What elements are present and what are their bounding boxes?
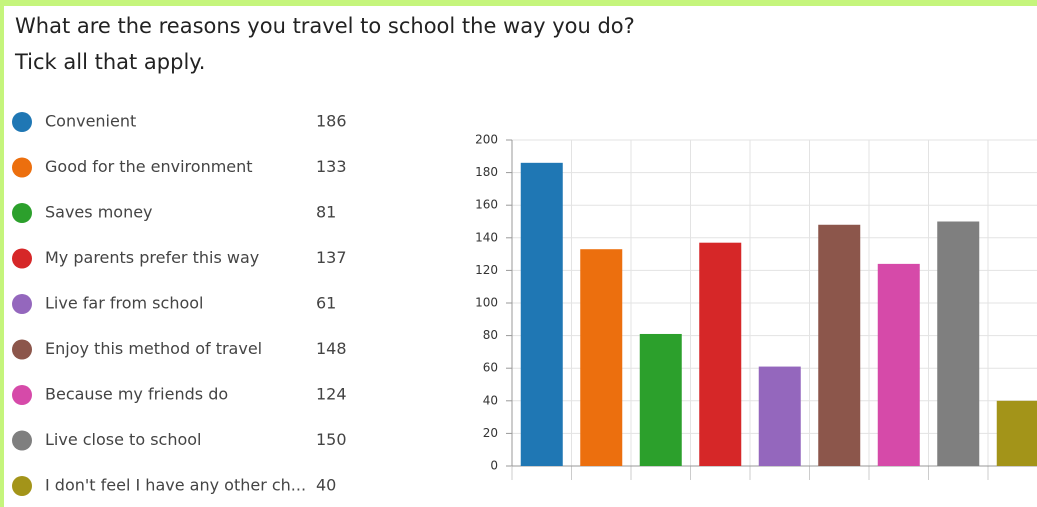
bar: [758, 366, 801, 466]
y-tick-label: 140: [475, 230, 498, 244]
bar: [818, 224, 861, 466]
y-tick-label: 180: [475, 165, 498, 179]
legend-count: 150: [316, 430, 347, 449]
legend-label: Convenient: [45, 112, 136, 131]
y-tick-label: 200: [475, 133, 498, 147]
legend-dot: [12, 339, 32, 360]
y-tick-label: 100: [475, 296, 498, 310]
bar: [996, 400, 1037, 466]
question-subtitle: Tick all that apply.: [15, 50, 206, 74]
legend-count: 137: [316, 248, 347, 267]
legend-count: 81: [316, 203, 336, 222]
legend-count: 148: [316, 339, 347, 358]
legend-label: Enjoy this method of travel: [45, 339, 262, 358]
legend-count: 61: [316, 294, 336, 313]
legend-count: 186: [316, 112, 347, 131]
legend-count: 133: [316, 157, 347, 176]
legend-dot: [12, 430, 32, 451]
legend-label: Because my friends do: [45, 385, 228, 404]
legend-dot: [12, 203, 32, 223]
y-tick-label: 80: [483, 328, 498, 342]
legend-dot: [12, 294, 32, 314]
bar: [699, 242, 742, 466]
legend-label: Good for the environment: [45, 157, 253, 176]
legend-dot: [12, 248, 32, 269]
bar: [877, 263, 920, 466]
legend-label: Live far from school: [45, 294, 203, 313]
question-title: What are the reasons you travel to schoo…: [15, 14, 635, 38]
y-tick-label: 120: [475, 263, 498, 277]
y-tick-label: 60: [483, 361, 498, 375]
legend-label: My parents prefer this way: [45, 248, 259, 267]
bar: [520, 162, 563, 466]
y-tick-label: 0: [490, 459, 498, 473]
legend-dot: [12, 476, 32, 496]
legend-label: Live close to school: [45, 430, 202, 449]
legend-count: 40: [316, 476, 336, 495]
legend-label: I don't feel I have any other ch...: [45, 476, 306, 495]
y-tick-label: 40: [483, 393, 498, 407]
legend-dot: [12, 385, 32, 405]
bar: [937, 221, 980, 466]
legend-label: Saves money: [45, 203, 153, 222]
y-tick-label: 160: [475, 198, 498, 212]
bar: [639, 333, 682, 466]
y-tick-label: 20: [483, 426, 498, 440]
legend-dot: [12, 112, 32, 132]
bar: [580, 249, 623, 466]
legend-count: 124: [316, 385, 347, 404]
legend-dot: [12, 157, 32, 178]
